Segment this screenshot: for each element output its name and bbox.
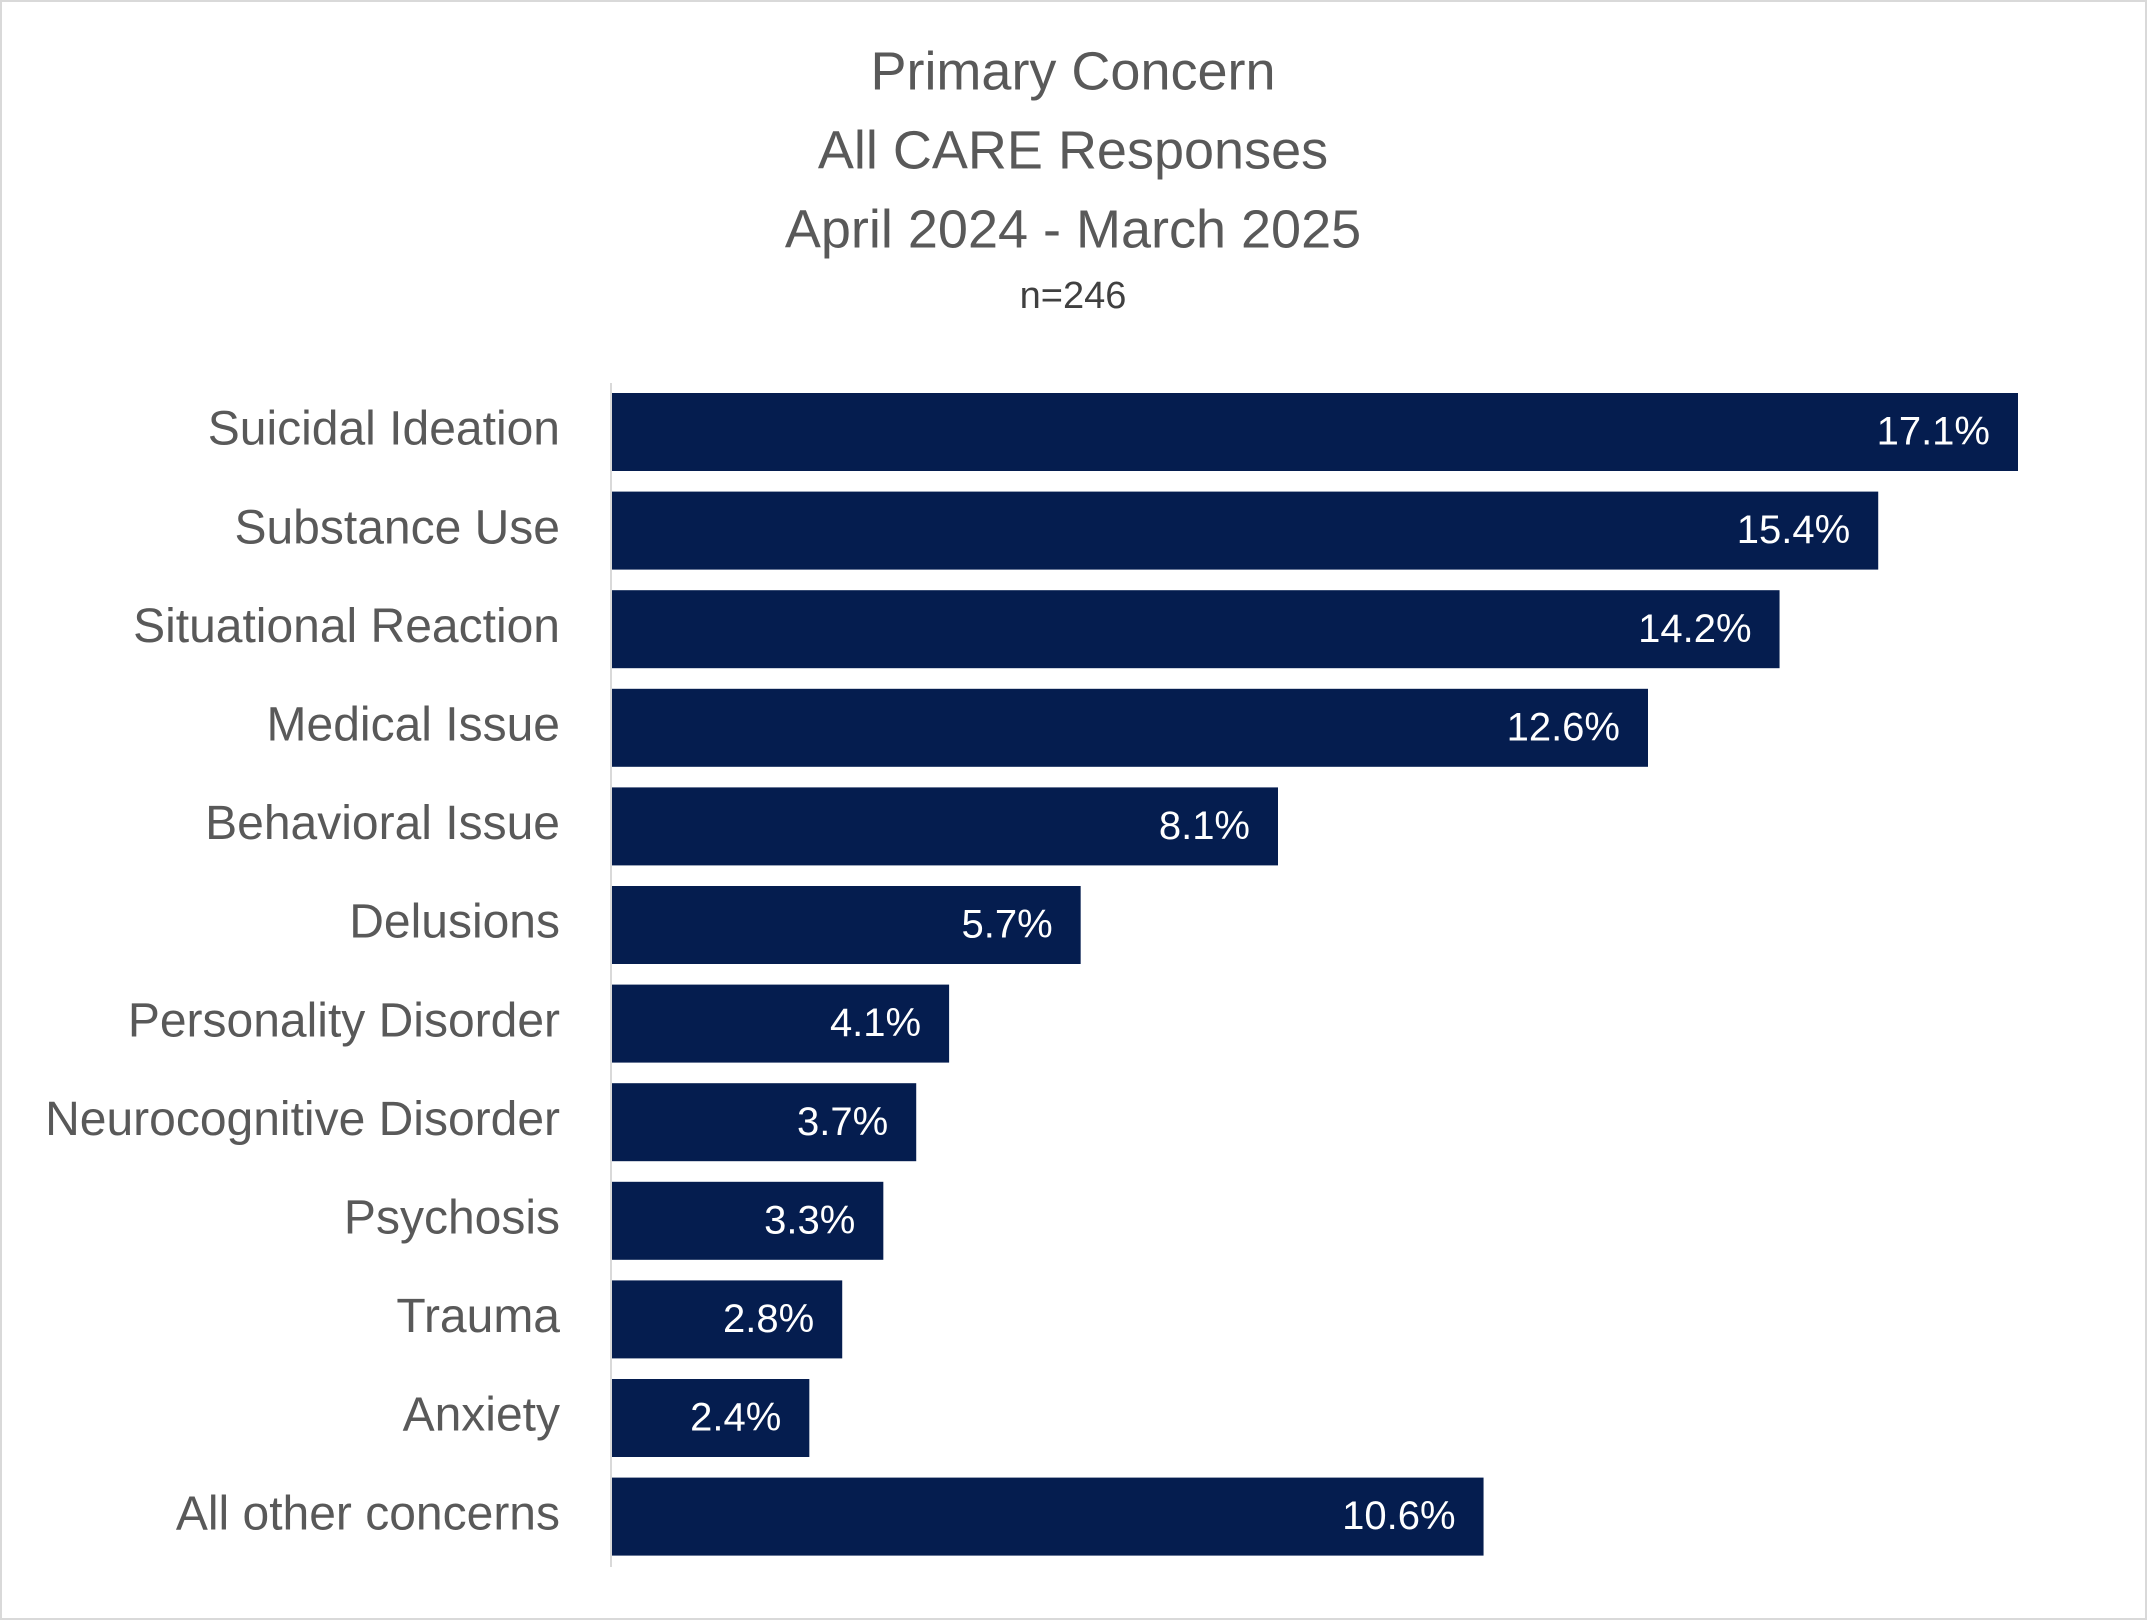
y-tick-label: Neurocognitive Disorder bbox=[45, 1093, 560, 1146]
bar bbox=[612, 1280, 843, 1359]
y-tick-label: Substance Use bbox=[234, 501, 560, 554]
data-label: 17.1% bbox=[1877, 410, 1990, 454]
y-tick-label: Delusions bbox=[349, 896, 560, 949]
bar bbox=[612, 1477, 1484, 1556]
data-label: 12.6% bbox=[1507, 705, 1620, 749]
y-tick-label: Psychosis bbox=[344, 1191, 560, 1244]
data-label: 2.8% bbox=[723, 1297, 814, 1341]
y-tick-label: Personality Disorder bbox=[128, 994, 560, 1047]
bar bbox=[612, 688, 1648, 767]
bar bbox=[612, 886, 1081, 964]
bar bbox=[612, 1379, 810, 1457]
data-label: 14.2% bbox=[1638, 607, 1751, 651]
data-label: 2.4% bbox=[690, 1396, 781, 1440]
bar bbox=[612, 787, 1278, 866]
y-tick-label: Trauma bbox=[396, 1290, 560, 1343]
chart-title: April 2024 - March 2025 bbox=[785, 199, 1361, 259]
bar bbox=[612, 1083, 917, 1162]
chart-title: Primary Concern bbox=[870, 41, 1275, 101]
chart-subtitle: n=246 bbox=[1020, 275, 1127, 317]
bar bbox=[612, 984, 950, 1063]
chart-title: All CARE Responses bbox=[818, 120, 1328, 180]
data-label: 3.7% bbox=[797, 1100, 888, 1144]
data-label: 15.4% bbox=[1737, 508, 1850, 552]
y-tick-label: Suicidal Ideation bbox=[208, 403, 560, 456]
data-label: 4.1% bbox=[830, 1001, 921, 1045]
y-tick-label: All other concerns bbox=[176, 1487, 560, 1540]
y-tick-label: Anxiety bbox=[403, 1389, 560, 1442]
bar bbox=[612, 393, 2018, 471]
bar bbox=[612, 1181, 884, 1260]
data-label: 3.3% bbox=[764, 1198, 855, 1242]
bar bbox=[612, 590, 1780, 669]
bar bbox=[612, 491, 1879, 570]
data-label: 5.7% bbox=[961, 903, 1052, 947]
y-tick-label: Situational Reaction bbox=[133, 600, 560, 653]
y-tick-label: Medical Issue bbox=[267, 698, 560, 751]
y-tick-label: Behavioral Issue bbox=[205, 797, 560, 850]
data-label: 8.1% bbox=[1159, 804, 1250, 848]
data-label: 10.6% bbox=[1342, 1494, 1455, 1538]
